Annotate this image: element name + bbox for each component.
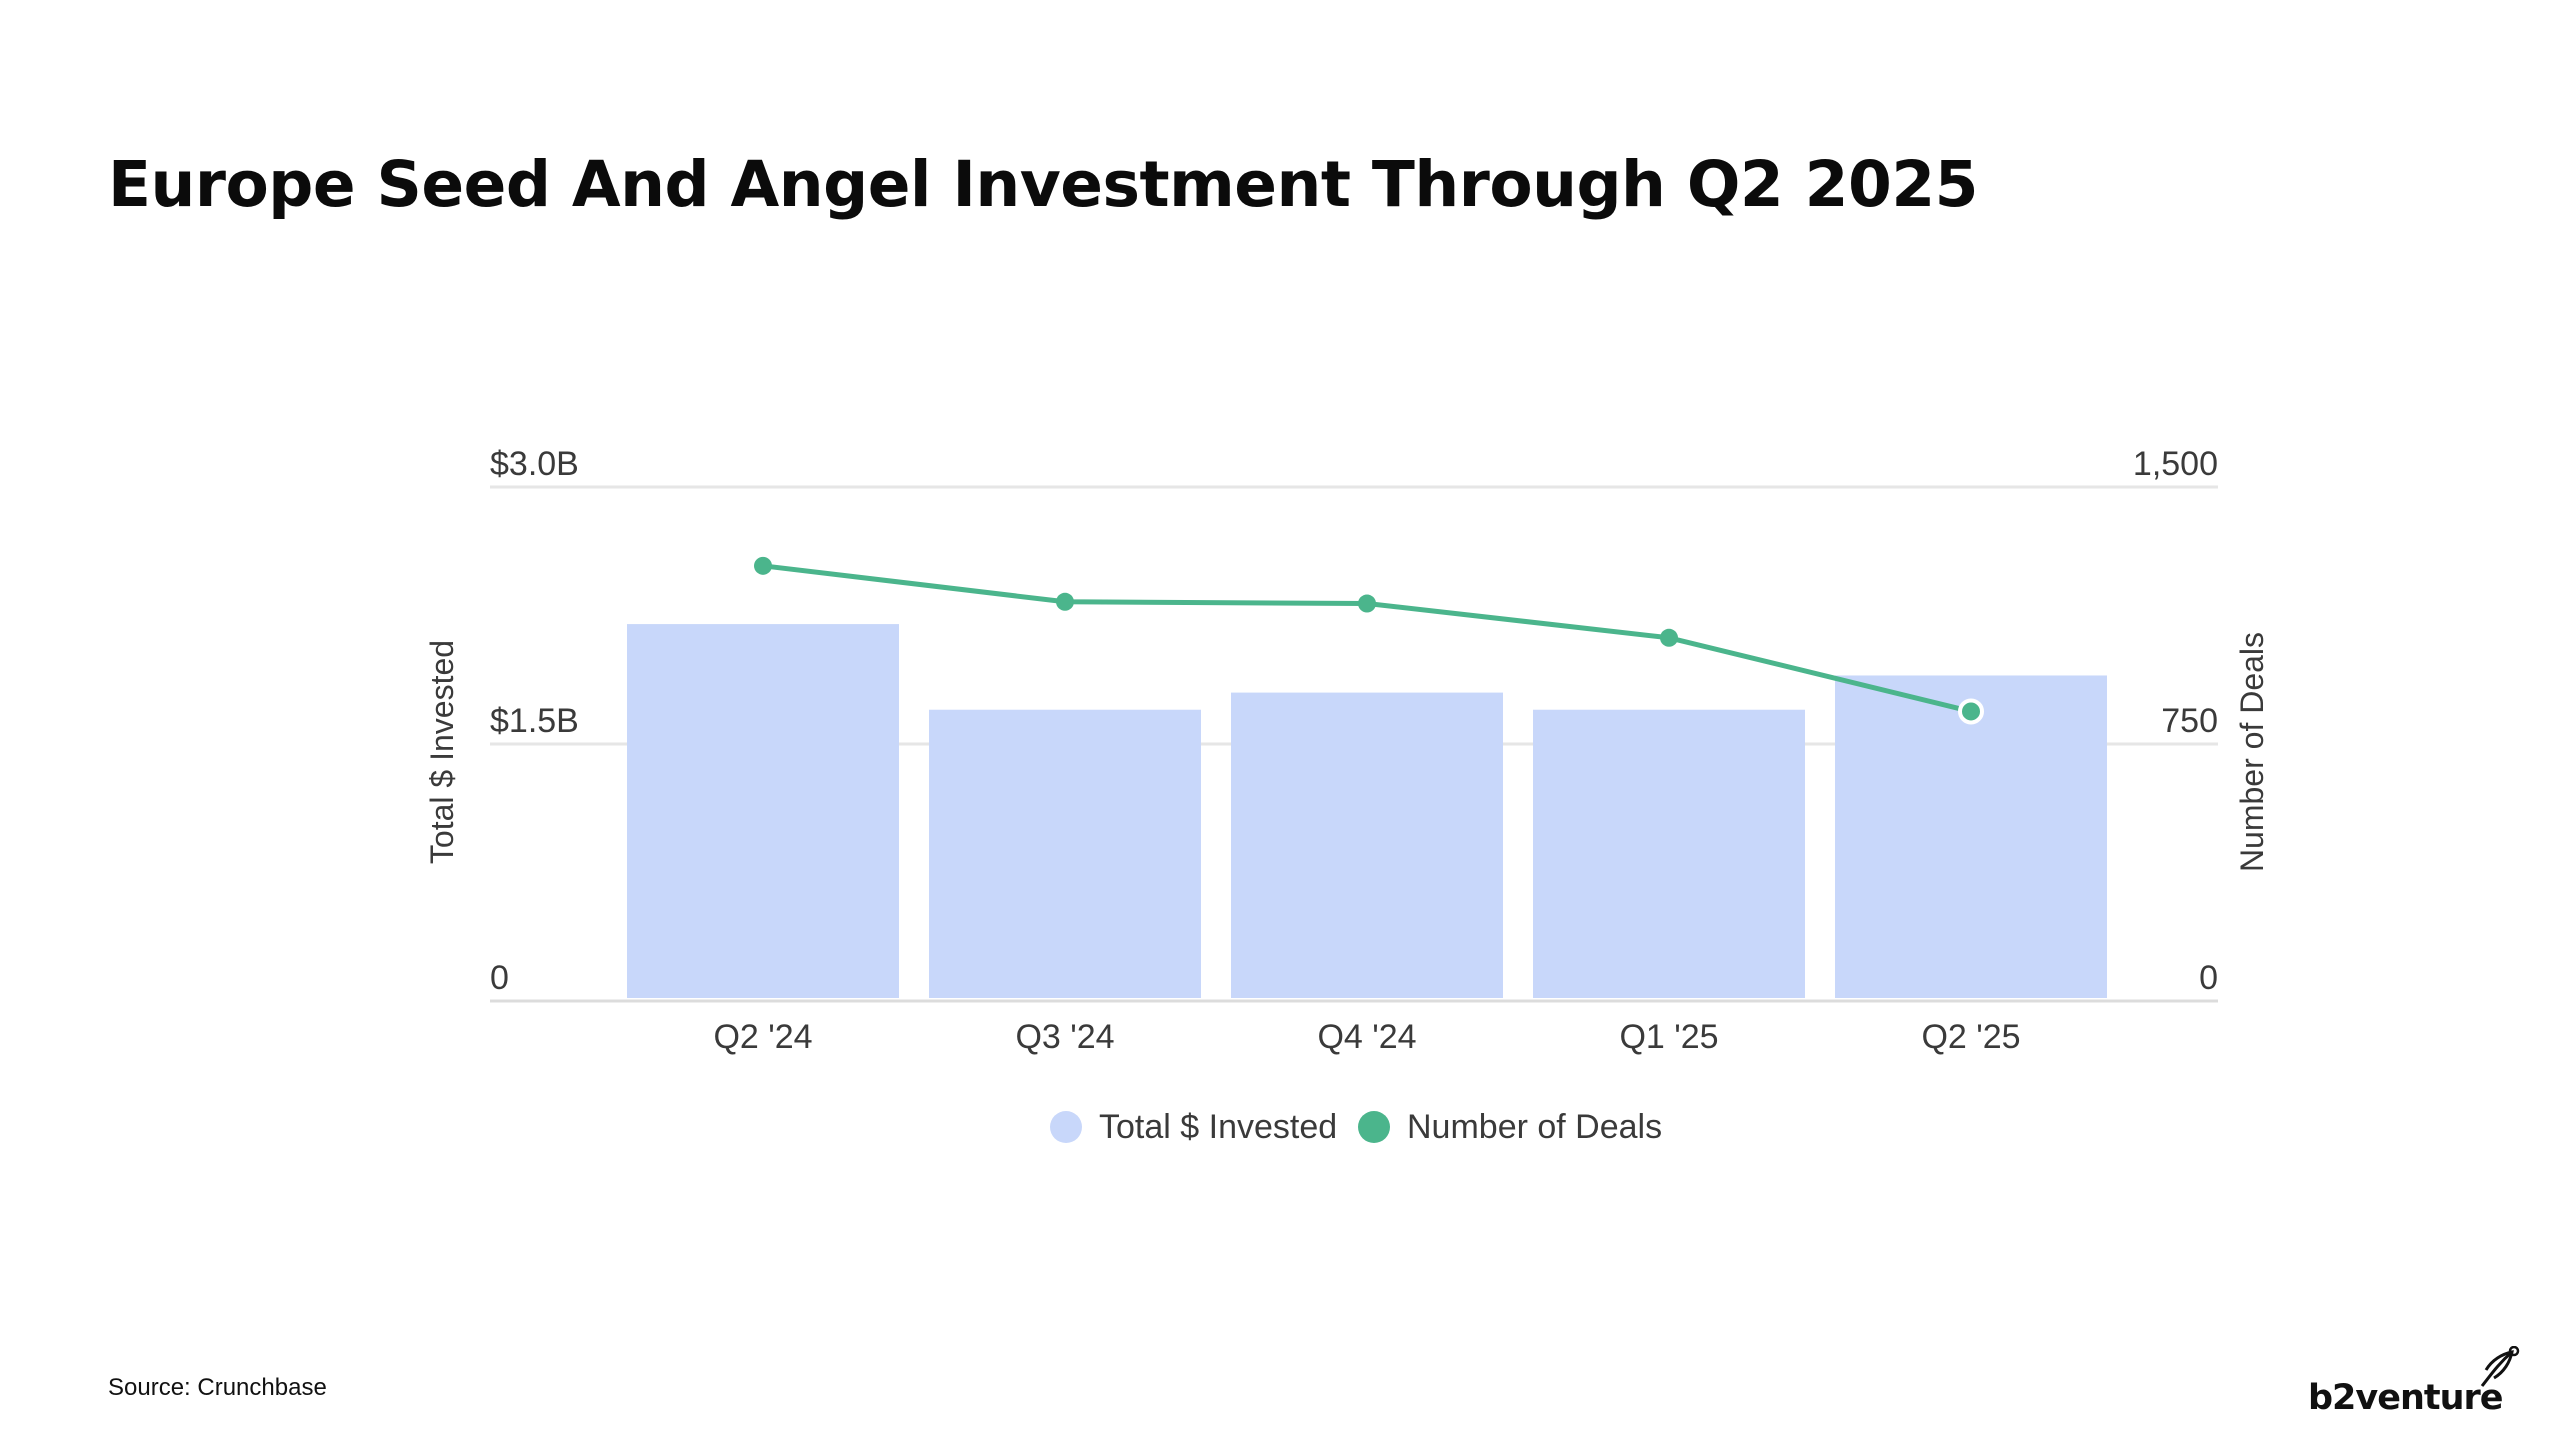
y-tick-label: 0 xyxy=(490,959,509,997)
y2-tick-label: 1,500 xyxy=(2133,445,2218,483)
bar-series xyxy=(627,624,2107,998)
line-series xyxy=(754,556,1984,725)
legend-swatch xyxy=(1358,1111,1390,1143)
deals-point xyxy=(1958,698,1984,725)
bar xyxy=(627,624,899,998)
y2-axis-title: Number of Deals xyxy=(2234,632,2270,872)
y2-tick-label: 0 xyxy=(2199,959,2218,997)
legend-label: Number of Deals xyxy=(1407,1108,1662,1146)
bar xyxy=(1533,709,1805,998)
y-tick-label: $3.0B xyxy=(490,445,579,483)
legend-swatch xyxy=(1050,1111,1082,1143)
brand-logo: b2venture xyxy=(2298,1346,2528,1418)
rocket-icon xyxy=(2480,1346,2520,1387)
y2-tick-label: 750 xyxy=(2161,702,2218,740)
x-tick-label: Q3 '24 xyxy=(1015,1018,1114,1056)
bar xyxy=(929,709,1201,998)
legend-label: Total $ Invested xyxy=(1099,1108,1337,1146)
x-tick-label: Q1 '25 xyxy=(1619,1018,1718,1056)
x-tick-label: Q2 '25 xyxy=(1921,1018,2020,1056)
legend: Total $ Invested Number of Deals xyxy=(1050,1108,1662,1146)
x-tick-label: Q2 '24 xyxy=(713,1018,812,1056)
x-tick-label: Q4 '24 xyxy=(1317,1018,1416,1056)
bar xyxy=(1231,692,1503,998)
logo-text: b2venture xyxy=(2308,1378,2504,1418)
deals-point xyxy=(754,556,772,575)
deals-point xyxy=(1358,594,1376,613)
source-note: Source: Crunchbase xyxy=(108,1374,327,1401)
axes: 0 $1.5B $3.0B 0 750 1,500 Total $ Invested Numb… xyxy=(424,445,2270,1056)
bar xyxy=(1835,675,2107,998)
y-tick-label: $1.5B xyxy=(490,702,579,740)
page-title: Europe Seed And Angel Investment Through… xyxy=(108,148,1979,221)
deals-point xyxy=(1660,628,1678,647)
deals-point xyxy=(1056,592,1074,611)
deals-line xyxy=(762,563,1972,714)
y-axis-title: Total $ Invested xyxy=(424,640,460,864)
